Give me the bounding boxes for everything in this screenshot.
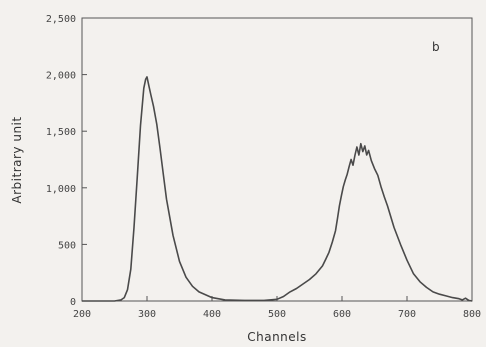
x-axis-title: Channels (247, 330, 307, 344)
x-tick-label: 700 (398, 309, 416, 320)
x-tick-label: 200 (73, 309, 91, 320)
y-tick-label: 2,000 (46, 71, 76, 82)
y-tick-label: 2,500 (46, 14, 76, 25)
panel-label: b (432, 40, 440, 54)
x-tick-label: 500 (268, 309, 286, 320)
x-tick-label: 800 (463, 309, 481, 320)
y-tick-label: 1,000 (46, 184, 76, 195)
y-tick-label: 500 (58, 240, 76, 251)
x-tick-label: 400 (203, 309, 221, 320)
x-tick-label: 600 (333, 309, 351, 320)
plot-frame (81, 17, 473, 302)
x-tick-label: 300 (138, 309, 156, 320)
y-tick-label: 0 (70, 297, 76, 308)
series-line (82, 76, 473, 302)
y-axis-title: Arbitrary unit (10, 116, 24, 203)
y-axis-ticks: 0 500 1,000 1,500 2,000 2,500 (46, 14, 87, 308)
y-tick-label: 1,500 (46, 127, 76, 138)
